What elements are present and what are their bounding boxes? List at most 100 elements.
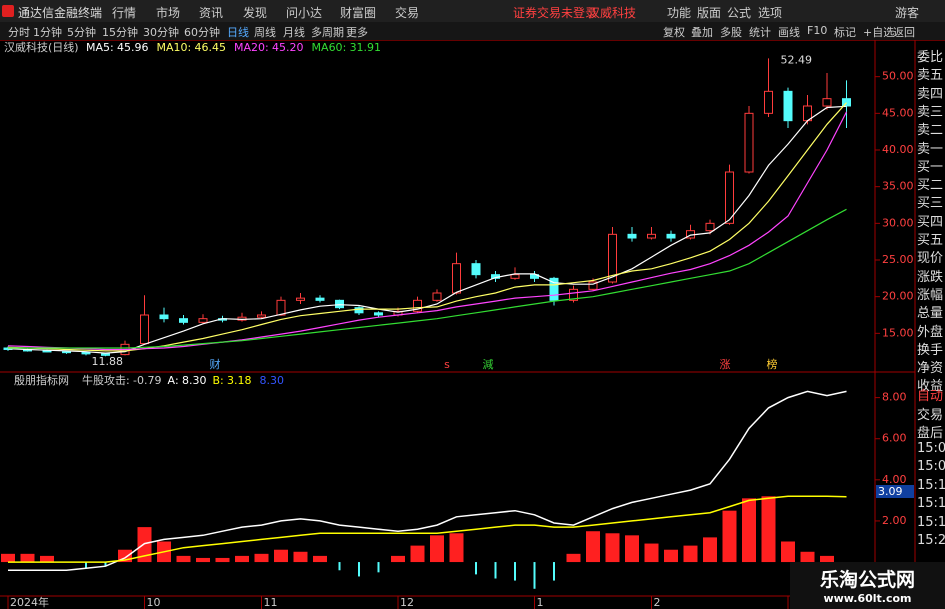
trade-label: 交易	[917, 407, 944, 423]
candle-body	[549, 277, 559, 301]
legend-value: 45.20	[272, 41, 304, 54]
period-tab[interactable]: 分时	[8, 26, 30, 39]
quote-label: 买一	[917, 159, 944, 175]
quote-label: 现价	[917, 251, 944, 267]
candle-body	[432, 292, 442, 301]
legend-value: 8.30	[182, 374, 207, 387]
menu-item[interactable]: 市场	[156, 6, 181, 20]
legend-name: A	[167, 374, 175, 387]
histogram-bar	[1, 553, 15, 563]
candle-body	[374, 312, 383, 316]
histogram-bar	[274, 549, 288, 563]
user[interactable]: 游客	[895, 6, 920, 20]
legend-sep: :	[175, 374, 179, 387]
toolbar-action[interactable]: 多股	[720, 26, 742, 39]
histogram-bar	[742, 498, 756, 563]
quote-label: 买三	[917, 196, 944, 212]
legend-value: 31.91	[350, 41, 382, 54]
menu-item[interactable]: 发现	[243, 6, 268, 20]
trade-label: 自动	[917, 389, 944, 404]
y-tick-label: 40.00	[882, 143, 914, 156]
legend-sep: :	[188, 41, 192, 54]
toolbar-action[interactable]: 返回	[893, 26, 915, 39]
menu-item[interactable]: 财富圈	[340, 6, 377, 20]
chart-title: 汉威科技(日线)	[4, 40, 79, 54]
trade-label: 15:19	[917, 514, 945, 530]
candle-body	[62, 351, 71, 354]
quote-label: 外盘	[917, 324, 944, 340]
menu-item[interactable]: 交易	[395, 6, 420, 20]
histogram-bar	[254, 553, 269, 563]
candle-body	[647, 233, 656, 239]
quote-label: 卖三	[917, 104, 944, 120]
histogram-bar	[683, 545, 698, 563]
quote-label: 买四	[917, 214, 944, 230]
menu-item[interactable]: 行情	[112, 6, 137, 20]
menu-item[interactable]: 问小达	[286, 6, 323, 20]
toolbar-action[interactable]: 统计	[749, 26, 771, 39]
quote-label: 总量	[917, 306, 944, 322]
period-tab[interactable]: 周线	[254, 26, 276, 39]
histogram-bar	[800, 551, 815, 563]
toolbar-action[interactable]: 标记	[834, 26, 856, 39]
ma-line	[7, 105, 847, 354]
candle-body	[413, 299, 422, 312]
quote-label: 买二	[917, 178, 944, 194]
histogram-bar	[338, 562, 341, 571]
event-marker: 财	[210, 357, 221, 371]
menu-item[interactable]: 资讯	[199, 6, 224, 20]
toolbar-action[interactable]: +自选	[863, 26, 895, 39]
toolbar-action[interactable]: F10	[807, 24, 828, 37]
candle-body	[627, 233, 637, 239]
watermark: 乐淘公式网 www.60lt.com	[790, 562, 945, 609]
trade-label: 15:15	[917, 496, 945, 511]
period-tab[interactable]: 30分钟	[143, 26, 179, 39]
histogram-bar	[40, 555, 54, 563]
x-tick-label: 11	[264, 596, 278, 609]
x-tick-label: 12	[400, 596, 414, 609]
candle-body	[666, 233, 676, 239]
candle-body	[842, 98, 851, 107]
legend-sep: :	[265, 41, 269, 54]
period-tab[interactable]: 更多	[346, 26, 368, 39]
period-tab[interactable]: 月线	[283, 26, 305, 39]
period-tab[interactable]: 多周期	[311, 26, 344, 39]
ma-line	[8, 208, 847, 349]
menu-tool[interactable]: 公式	[727, 6, 752, 20]
x-tick-label: 10	[147, 596, 161, 609]
indicator-line	[8, 390, 847, 572]
period-tab[interactable]: 1分钟	[33, 26, 62, 39]
candle-body	[315, 297, 325, 301]
histogram-bar	[377, 562, 380, 573]
quote-label: 委比	[917, 50, 944, 65]
candle-body	[744, 112, 754, 173]
menu-tool[interactable]: 功能	[667, 6, 692, 20]
legend-value: 46.45	[195, 41, 227, 54]
toolbar-action[interactable]: 叠加	[691, 26, 713, 39]
high-label: 52.49	[781, 53, 813, 66]
histogram-bar	[605, 533, 620, 563]
period-tab[interactable]: 5分钟	[67, 26, 96, 39]
candle-body	[510, 274, 520, 279]
candle-body	[725, 171, 734, 224]
candle-body	[354, 307, 364, 314]
toolbar-action[interactable]: 画线	[778, 26, 800, 39]
period-tab[interactable]: 60分钟	[184, 26, 220, 39]
menu-tool[interactable]: 版面	[697, 6, 722, 20]
histogram-bar	[391, 555, 405, 563]
trade-label: 15:11	[917, 477, 945, 493]
period-tab[interactable]: 日线	[227, 26, 249, 39]
candle-body	[159, 314, 169, 320]
histogram-bar	[358, 562, 360, 577]
stock-name: 汉威科技	[588, 6, 637, 20]
histogram-bar	[820, 555, 834, 563]
toolbar-action[interactable]: 复权	[663, 26, 685, 39]
histogram-bar	[313, 555, 327, 563]
app-title: 通达信金融终端	[18, 6, 103, 20]
value-box	[876, 485, 914, 498]
histogram-bar	[781, 541, 795, 563]
histogram-bar	[430, 535, 444, 563]
menu-tool[interactable]: 选项	[758, 6, 783, 20]
period-tab[interactable]: 15分钟	[102, 26, 138, 39]
